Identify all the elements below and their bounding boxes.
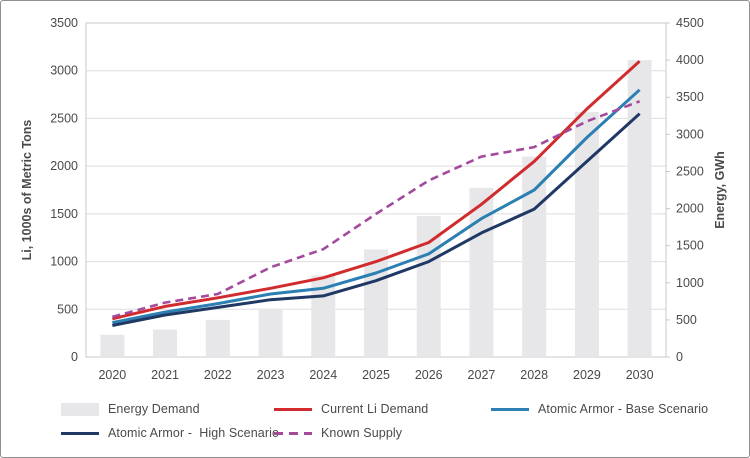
y-axis-left-tick-label: 3000 <box>50 64 78 78</box>
legend-label: Atomic Armor - High Scenario <box>108 426 280 440</box>
legend-swatch <box>61 431 99 435</box>
bar-energy-demand <box>258 308 283 357</box>
x-axis-tick-label: 2020 <box>98 368 126 382</box>
line-known-supply <box>112 100 641 319</box>
y-axis-right-title: Energy, GWh <box>713 151 727 229</box>
legend-item-current-li-demand: Current Li Demand <box>274 401 428 417</box>
chart-plot: 0 500 1000 1500 2000 2500 3000 3500 0 500 1000 1500… <box>20 16 727 382</box>
bar-energy-demand <box>100 334 125 357</box>
x-axis-tick-label: 2024 <box>309 368 337 382</box>
y-axis-right-tick-label: 4500 <box>676 16 704 30</box>
legend-swatch <box>61 402 99 416</box>
y-axis-left-tick-label: 1000 <box>50 255 78 269</box>
legend-label: Atomic Armor - Base Scenario <box>538 402 709 416</box>
legend-label: Current Li Demand <box>321 402 429 416</box>
bar-energy-demand <box>469 187 494 357</box>
y-axis-right-tick-label: 0 <box>676 350 683 364</box>
legend-item-energy-demand: Energy Demand <box>61 401 200 417</box>
x-axis-tick-label: 2028 <box>520 368 548 382</box>
legend-label: Known Supply <box>321 426 403 440</box>
legend-item-atomic-armor-base-scenario: Atomic Armor - Base Scenario <box>491 401 708 417</box>
x-axis-tick-label: 2029 <box>573 368 601 382</box>
y-axis-right-tick-label: 1500 <box>676 239 704 253</box>
y-axis-left-tick-label: 500 <box>57 302 78 316</box>
y-axis-right-tick-label: 500 <box>676 313 697 327</box>
bar-energy-demand <box>522 156 547 357</box>
legend-swatch <box>274 431 312 435</box>
y-axis-right-tick-label: 3500 <box>676 90 704 104</box>
y-axis-left-tick-label: 2000 <box>50 159 78 173</box>
y-axis-left-tick-label: 1500 <box>50 207 78 221</box>
x-axis-tick-label: 2030 <box>626 368 654 382</box>
x-axis-tick-label: 2026 <box>415 368 443 382</box>
legend-item-known-supply: Known Supply <box>274 425 402 441</box>
bar-energy-demand <box>416 215 441 357</box>
y-axis-left-tick-label: 3500 <box>50 16 78 30</box>
line-atomic-armor-base-scenario <box>112 88 641 325</box>
bar-energy-demand <box>205 319 230 357</box>
line-atomic-armor-high-scenario <box>112 112 641 327</box>
line-current-li-demand <box>112 60 641 321</box>
y-axis-right-tick-label: 2500 <box>676 164 704 178</box>
x-axis-tick-label: 2023 <box>257 368 285 382</box>
bar-energy-demand <box>153 329 178 357</box>
bar-energy-demand <box>364 249 388 357</box>
y-axis-left-tick-label: 2500 <box>50 111 78 125</box>
x-axis-tick-label: 2022 <box>204 368 232 382</box>
y-axis-right-tick-label: 2000 <box>676 202 704 216</box>
legend-swatch <box>491 407 529 411</box>
y-axis-left-tick-label: 0 <box>71 350 78 364</box>
y-axis-right-tick-label: 3000 <box>676 127 704 141</box>
x-axis-tick-label: 2027 <box>468 368 496 382</box>
x-axis-tick-label: 2025 <box>362 368 390 382</box>
x-axis-tick-label: 2021 <box>151 368 179 382</box>
legend-item-atomic-armor-high-scenario: Atomic Armor - High Scenario <box>61 425 279 441</box>
y-axis-left-title: Li, 1000s of Metric Tons <box>20 120 34 261</box>
bar-energy-demand <box>574 112 599 357</box>
bar-energy-demand <box>627 60 652 357</box>
y-axis-right-tick-label: 1000 <box>676 276 704 290</box>
y-axis-right-tick-label: 4000 <box>676 53 704 67</box>
legend-label: Energy Demand <box>108 402 200 416</box>
legend-swatch <box>274 407 312 411</box>
